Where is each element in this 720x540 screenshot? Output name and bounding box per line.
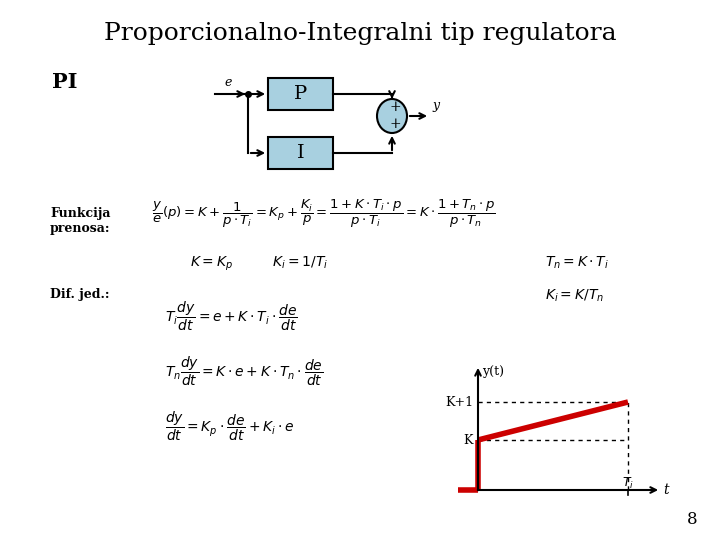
Text: +: + (390, 117, 401, 131)
FancyBboxPatch shape (268, 78, 333, 110)
Text: P: P (294, 85, 307, 103)
Text: $\dfrac{y}{e}(p) = K + \dfrac{1}{p \cdot T_i} = K_p + \dfrac{K_i}{p} = \dfrac{1 : $\dfrac{y}{e}(p) = K + \dfrac{1}{p \cdot… (152, 198, 496, 230)
Text: e: e (225, 77, 232, 90)
Text: $T_n = K \cdot T_i$: $T_n = K \cdot T_i$ (545, 255, 609, 272)
Text: PI: PI (52, 72, 78, 92)
Text: $T_i$: $T_i$ (622, 476, 634, 491)
Text: $K = K_p \qquad\quad K_i = 1/T_i$: $K = K_p \qquad\quad K_i = 1/T_i$ (190, 255, 328, 273)
Text: $T_i \dfrac{dy}{dt} = e + K \cdot T_i \cdot \dfrac{de}{dt}$: $T_i \dfrac{dy}{dt} = e + K \cdot T_i \c… (165, 300, 297, 333)
Text: y: y (432, 99, 439, 112)
Ellipse shape (377, 99, 407, 133)
Text: Funkcija
prenosa:: Funkcija prenosa: (50, 207, 110, 235)
Text: $T_n \dfrac{dy}{dt} = K \cdot e + K \cdot T_n \cdot \dfrac{de}{dt}$: $T_n \dfrac{dy}{dt} = K \cdot e + K \cdo… (165, 355, 323, 388)
Text: +: + (390, 100, 401, 114)
Text: 8: 8 (686, 511, 697, 528)
Text: K+1: K+1 (445, 395, 473, 408)
Text: I: I (297, 144, 305, 162)
Text: Proporcionalno-Integralni tip regulatora: Proporcionalno-Integralni tip regulatora (104, 22, 616, 45)
Text: $K_i = K/T_n$: $K_i = K/T_n$ (545, 288, 604, 305)
Text: t: t (663, 483, 669, 497)
Text: Dif. jed.:: Dif. jed.: (50, 288, 109, 301)
FancyBboxPatch shape (268, 137, 333, 169)
Text: K: K (464, 434, 473, 447)
Text: y(t): y(t) (482, 365, 504, 378)
Text: $\dfrac{dy}{dt} = K_p \cdot \dfrac{de}{dt} + K_i \cdot e$: $\dfrac{dy}{dt} = K_p \cdot \dfrac{de}{d… (165, 410, 294, 443)
